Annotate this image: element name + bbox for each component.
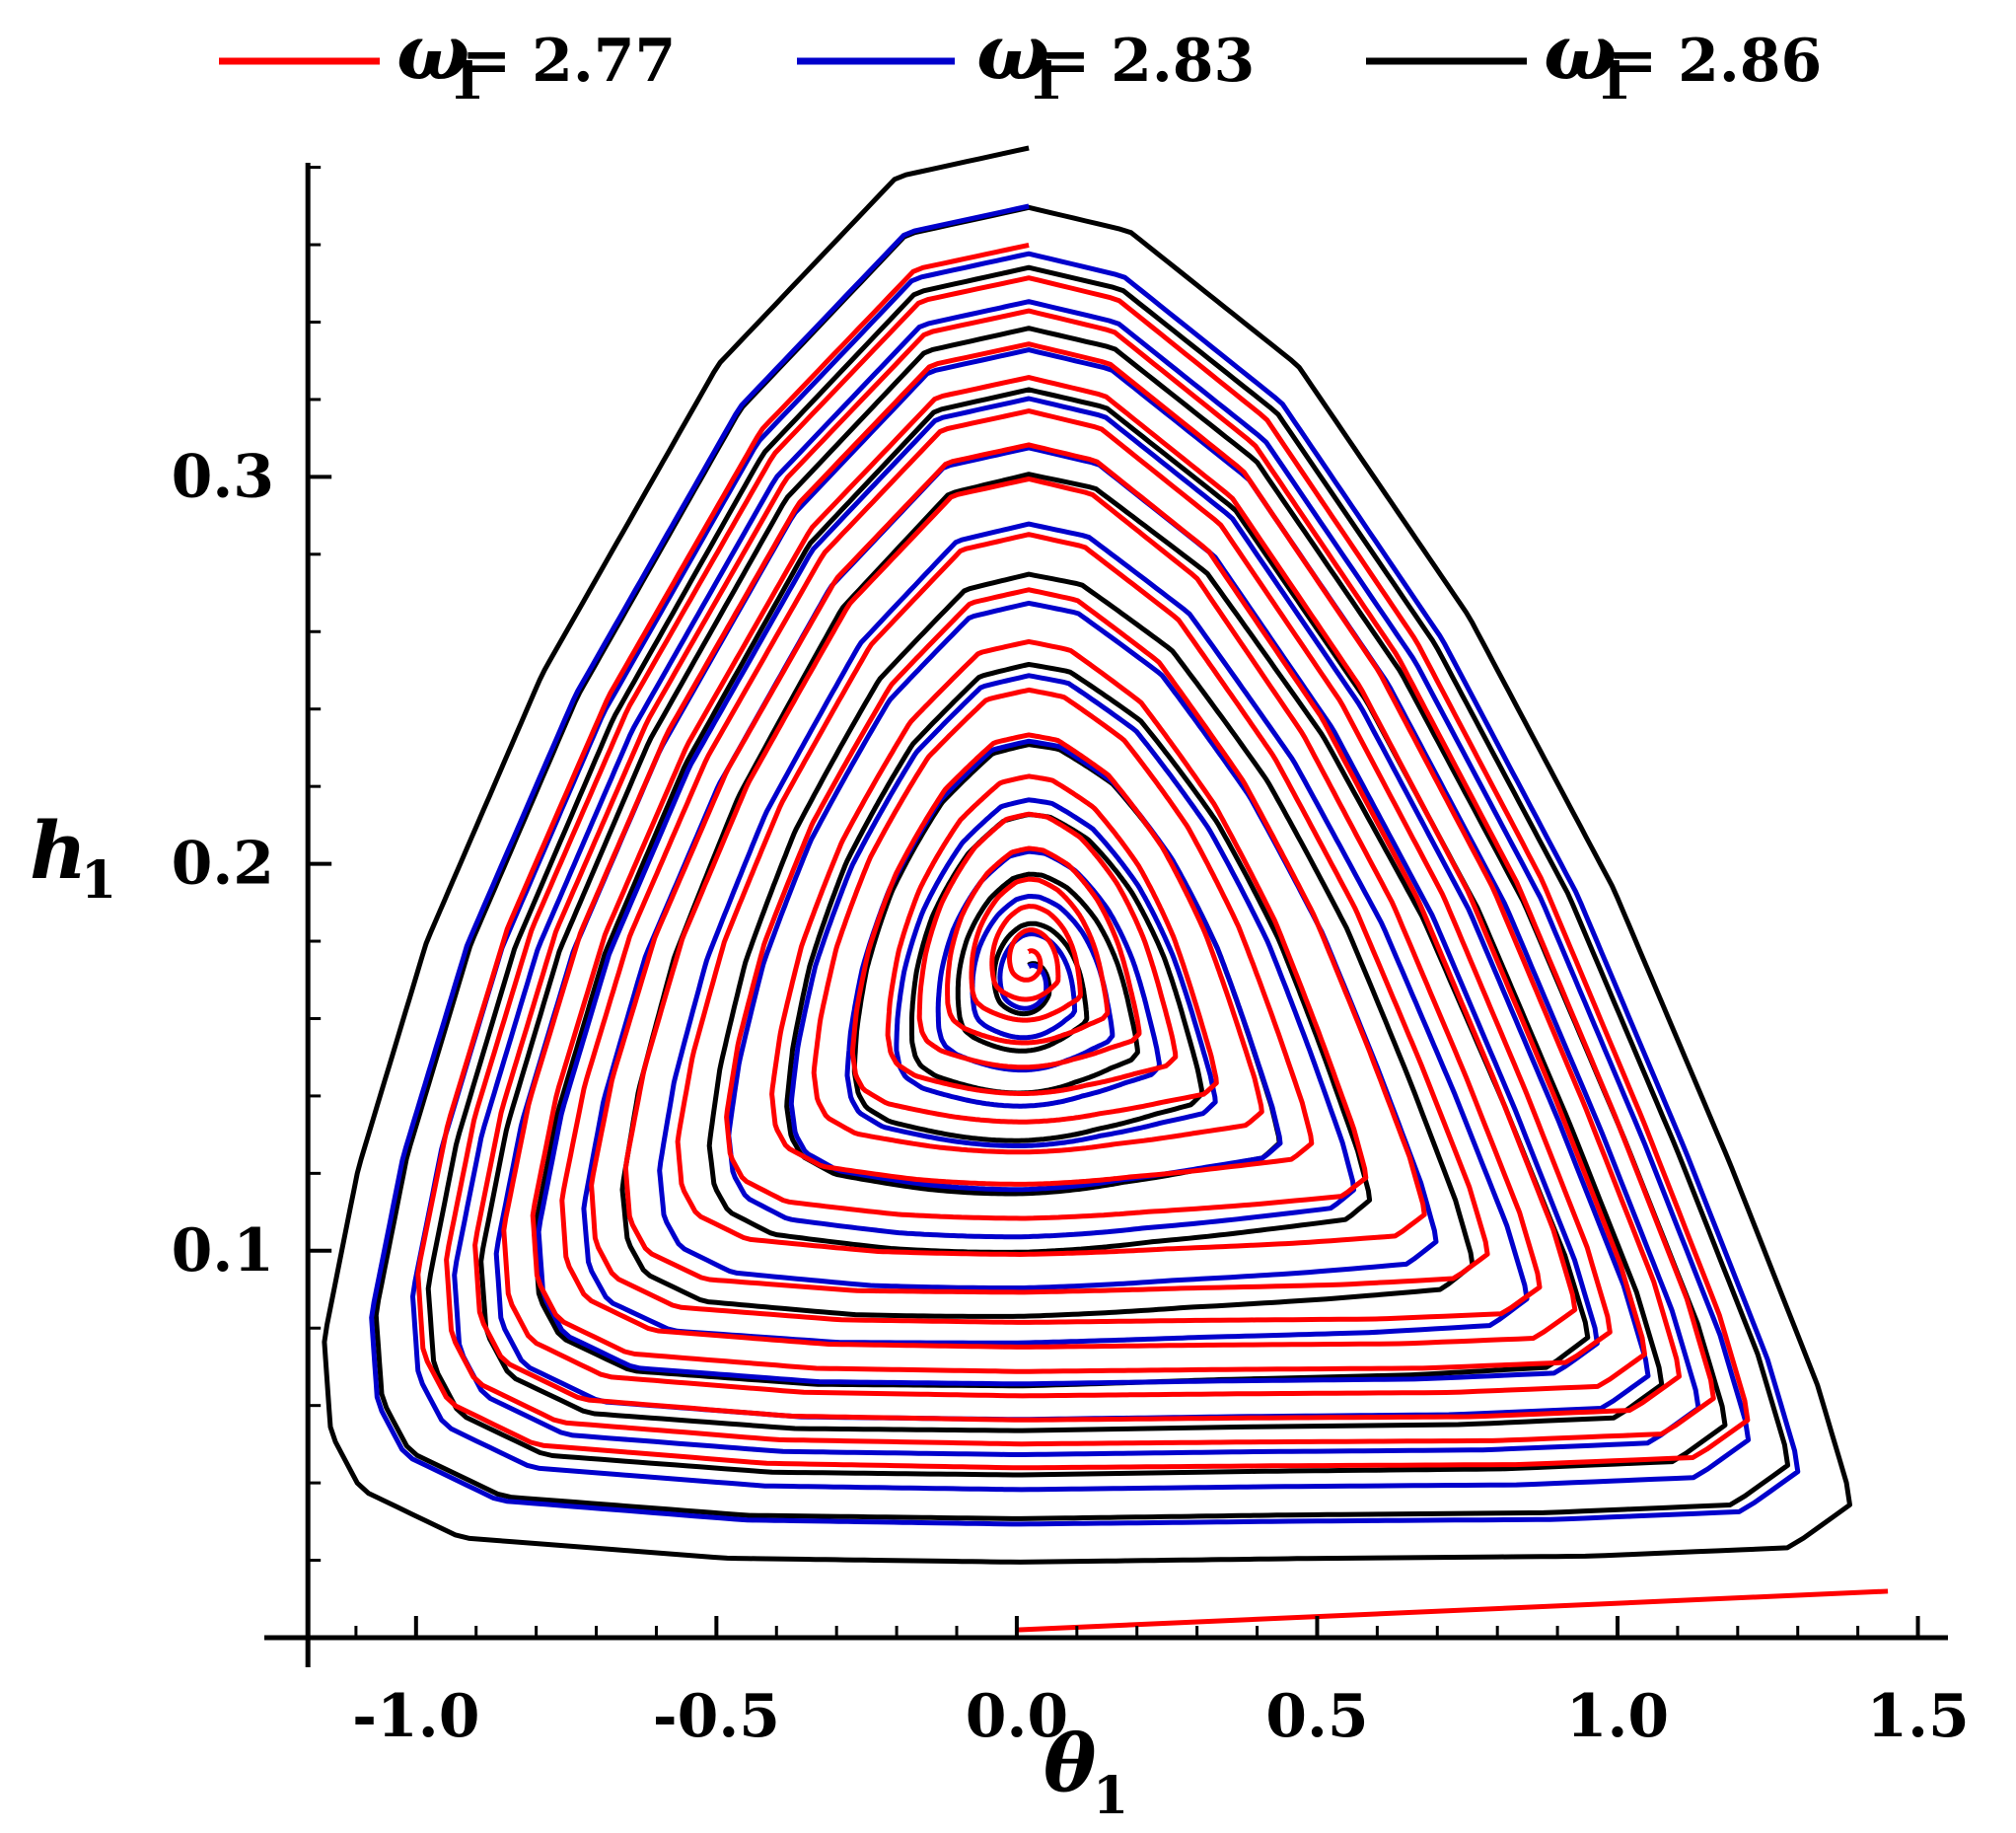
x-axis-label: θ 1 bbox=[1044, 1717, 1128, 1826]
y-axis-label-symbol: h bbox=[30, 804, 87, 897]
series-line-1 bbox=[415, 242, 1751, 1471]
y-axis-label-subscript: 1 bbox=[81, 850, 116, 911]
legend-subscript: 1 bbox=[449, 51, 484, 111]
x-tick-label: 1.0 bbox=[1566, 1682, 1669, 1751]
curves-layer bbox=[322, 145, 1889, 1633]
legend-subscript: 1 bbox=[1028, 51, 1063, 111]
axes: -1.0 -0.5 0.0 0.5 1.0 1.5 0.1 0.2 0.3 bbox=[172, 163, 1970, 1751]
legend-symbol: ω bbox=[976, 8, 1049, 98]
legend-value: = 2.77 bbox=[462, 27, 676, 96]
legend-value: = 2.83 bbox=[1041, 27, 1255, 96]
x-tick-label: 1.5 bbox=[1866, 1682, 1969, 1751]
y-axis-label: h 1 bbox=[30, 804, 116, 911]
legend-subscript: 1 bbox=[1596, 51, 1631, 111]
x-tick-label: -1.0 bbox=[352, 1682, 479, 1751]
x-tick-label: -0.5 bbox=[653, 1682, 780, 1751]
y-tick-label: 0.3 bbox=[172, 442, 274, 511]
y-tick-label: 0.1 bbox=[172, 1216, 274, 1285]
legend-symbol: ω bbox=[396, 8, 469, 98]
series-line-3 bbox=[322, 145, 1852, 1565]
legend: ω1= 2.77 ω1= 2.83 ω1= 2.86 bbox=[219, 8, 1822, 111]
y-tick-label: 0.2 bbox=[172, 830, 274, 899]
x-tick-label: 0.0 bbox=[966, 1682, 1068, 1751]
legend-symbol: ω bbox=[1544, 8, 1617, 98]
legend-entry: ω1= 2.86 bbox=[1366, 8, 1822, 111]
legend-entry: ω1= 2.77 bbox=[219, 8, 676, 111]
legend-value: = 2.86 bbox=[1608, 27, 1822, 96]
x-axis-label-subscript: 1 bbox=[1093, 1766, 1128, 1826]
x-tick-label: 0.5 bbox=[1265, 1682, 1368, 1751]
x-axis-label-symbol: θ bbox=[1044, 1717, 1097, 1809]
series-transient-tail bbox=[1016, 1588, 1889, 1633]
legend-entry: ω1= 2.83 bbox=[797, 8, 1255, 111]
